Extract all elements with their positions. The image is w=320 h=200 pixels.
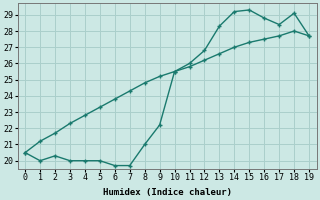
X-axis label: Humidex (Indice chaleur): Humidex (Indice chaleur) — [103, 188, 232, 197]
